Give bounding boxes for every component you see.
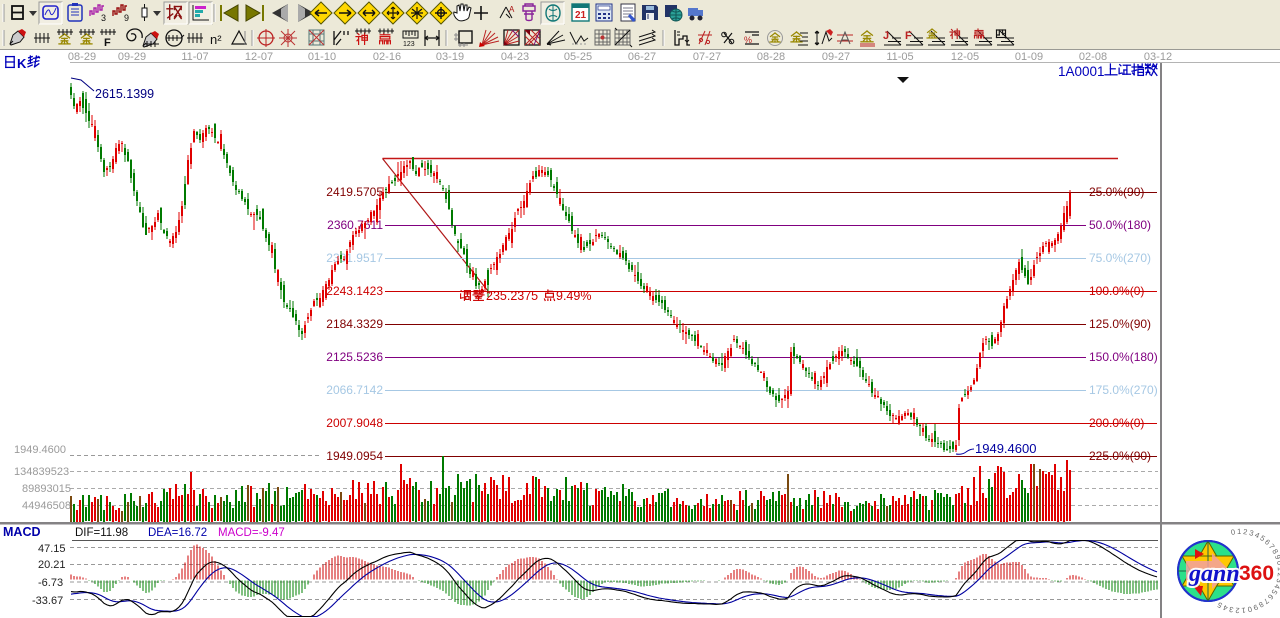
svg-text:8: 8 — [1270, 547, 1280, 555]
svg-text:MACD: MACD — [3, 525, 41, 539]
svg-text:6: 6 — [1266, 592, 1276, 601]
svg-text:A: A — [509, 5, 515, 14]
svg-text:2: 2 — [1276, 572, 1280, 577]
svg-text:03-19: 03-19 — [436, 51, 464, 63]
svg-text:2: 2 — [1235, 606, 1240, 615]
svg-text:235.2375: 235.2375 — [486, 289, 538, 303]
svg-text:5: 5 — [1216, 600, 1224, 610]
svg-text:3: 3 — [101, 13, 106, 23]
svg-text:44946508: 44946508 — [22, 500, 71, 512]
svg-text:01-10: 01-10 — [308, 51, 336, 63]
svg-text:2007.9048: 2007.9048 — [326, 416, 383, 430]
svg-text:134839523: 134839523 — [14, 466, 69, 478]
svg-text:-33.67: -33.67 — [32, 595, 63, 607]
svg-text:06-27: 06-27 — [628, 51, 656, 63]
svg-text:360: 360 — [1239, 562, 1274, 585]
svg-text:DEA=16.72: DEA=16.72 — [148, 527, 207, 539]
svg-text:1: 1 — [1241, 606, 1246, 615]
svg-text:2419.5705: 2419.5705 — [326, 185, 383, 199]
svg-text:175.0%(270): 175.0%(270) — [1089, 383, 1158, 397]
svg-text:5: 5 — [1258, 533, 1266, 543]
svg-text:20.21: 20.21 — [38, 559, 66, 571]
svg-text:2: 2 — [1243, 527, 1248, 536]
svg-text:07-27: 07-27 — [693, 51, 721, 63]
svg-text:1A0001: 1A0001 — [1058, 64, 1105, 79]
svg-text:12-05: 12-05 — [951, 51, 979, 63]
svg-text:03-12: 03-12 — [1144, 51, 1172, 63]
svg-text:3: 3 — [1274, 578, 1280, 584]
svg-text:225.0%(90): 225.0%(90) — [1089, 449, 1151, 463]
svg-text:1: 1 — [1237, 527, 1241, 536]
svg-text:1949.4600: 1949.4600 — [14, 444, 66, 456]
svg-text:gann: gann — [1188, 561, 1240, 587]
svg-text:6: 6 — [1263, 537, 1272, 546]
svg-text:1949.4600: 1949.4600 — [975, 441, 1036, 456]
svg-text:gann: gann — [1188, 561, 1240, 587]
svg-text:50.0%(180): 50.0%(180) — [1089, 218, 1151, 232]
svg-text:2360.7611: 2360.7611 — [327, 218, 383, 232]
svg-text:4: 4 — [1253, 530, 1261, 540]
svg-text:21: 21 — [575, 10, 587, 21]
svg-text:150.0%(180): 150.0%(180) — [1089, 350, 1158, 364]
svg-text:4: 4 — [1222, 603, 1229, 613]
svg-text:K: K — [17, 56, 27, 71]
svg-text:123: 123 — [403, 41, 415, 48]
svg-text:9: 9 — [1252, 602, 1259, 612]
svg-text:4: 4 — [1272, 583, 1280, 590]
svg-text:08-28: 08-28 — [757, 51, 785, 63]
svg-text:125.0%(90): 125.0%(90) — [1089, 317, 1151, 331]
svg-text:89893015: 89893015 — [22, 483, 71, 495]
svg-text:2125.5236: 2125.5236 — [326, 350, 383, 364]
svg-text:8: 8 — [1257, 600, 1265, 610]
svg-text:11-05: 11-05 — [886, 51, 913, 63]
svg-text:J: J — [883, 30, 889, 42]
svg-text:DIF=11.98: DIF=11.98 — [75, 527, 128, 539]
svg-text:1: 1 — [1276, 566, 1280, 571]
svg-text:0: 0 — [1275, 560, 1280, 566]
svg-text:2615.1399: 2615.1399 — [95, 87, 154, 101]
svg-text:7: 7 — [1267, 542, 1277, 551]
svg-text:75.0%(270): 75.0%(270) — [1089, 251, 1151, 265]
svg-text:3: 3 — [1248, 528, 1254, 538]
svg-text:F: F — [104, 37, 111, 49]
svg-text:5: 5 — [1269, 588, 1279, 596]
svg-text:9.49%: 9.49% — [556, 289, 591, 303]
svg-text:0: 0 — [1230, 527, 1236, 537]
svg-text:09-29: 09-29 — [118, 51, 146, 63]
svg-text:MACD=-9.47: MACD=-9.47 — [218, 527, 285, 539]
svg-text:09-27: 09-27 — [822, 51, 850, 63]
svg-text:1949.0954: 1949.0954 — [326, 449, 383, 463]
svg-text:2243.1423: 2243.1423 — [326, 284, 383, 298]
svg-text:2066.7142: 2066.7142 — [326, 383, 383, 397]
svg-text:11-07: 11-07 — [181, 51, 208, 63]
svg-text:25.0%(90): 25.0%(90) — [1089, 185, 1144, 199]
svg-text:n²: n² — [210, 32, 222, 47]
svg-text:F: F — [905, 30, 912, 42]
svg-text:%: % — [744, 35, 752, 45]
svg-text:04-23: 04-23 — [501, 51, 529, 63]
svg-text:47.15: 47.15 — [38, 543, 66, 555]
svg-text:100.0%(0): 100.0%(0) — [1089, 284, 1144, 298]
svg-text:3: 3 — [1228, 605, 1234, 615]
svg-text:7: 7 — [1262, 596, 1271, 606]
svg-text:200.0%(0): 200.0%(0) — [1089, 416, 1144, 430]
svg-text:02-08: 02-08 — [1079, 51, 1107, 63]
svg-text:9: 9 — [1273, 553, 1280, 560]
svg-text:2184.3329: 2184.3329 — [326, 317, 383, 331]
svg-text:05-25: 05-25 — [564, 51, 592, 63]
svg-text:0: 0 — [1247, 604, 1253, 614]
svg-text:01-09: 01-09 — [1015, 51, 1043, 63]
svg-text:02-16: 02-16 — [373, 51, 401, 63]
svg-text:08-29: 08-29 — [68, 51, 96, 63]
svg-text:-6.73: -6.73 — [38, 577, 63, 589]
svg-text:12-07: 12-07 — [245, 51, 273, 63]
svg-text:9: 9 — [124, 13, 129, 23]
